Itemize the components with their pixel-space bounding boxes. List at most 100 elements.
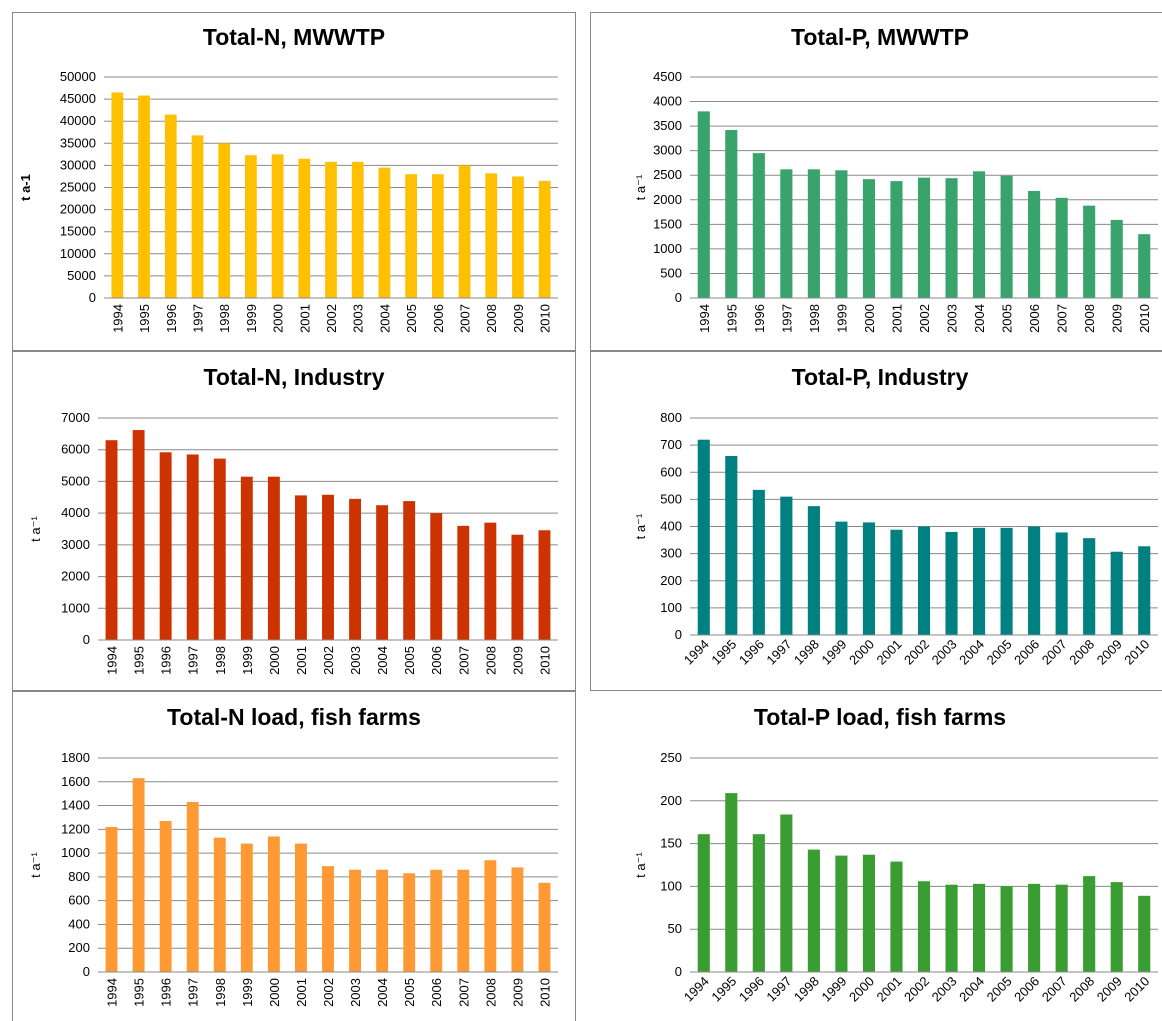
- bar: [111, 92, 124, 298]
- x-tick-label: 2000: [862, 304, 877, 333]
- x-tick-label: 2001: [294, 978, 309, 1007]
- bar: [511, 534, 524, 640]
- x-tick-label: 1998: [213, 646, 228, 675]
- bar: [945, 884, 958, 972]
- y-tick-label: 600: [660, 464, 682, 479]
- x-tick-label: 2007: [1039, 974, 1070, 1005]
- x-tick-label: 2005: [402, 646, 417, 675]
- x-tick-label: 1997: [763, 974, 794, 1005]
- x-tick-label: 2008: [1066, 974, 1097, 1005]
- x-tick-label: 2008: [1082, 304, 1097, 333]
- bar: [325, 161, 337, 298]
- x-tick-label: 2009: [1094, 974, 1125, 1005]
- y-tick-label: 800: [68, 869, 90, 884]
- y-tick-label: 5000: [61, 473, 90, 488]
- x-tick-label: 1998: [217, 304, 232, 333]
- bar: [403, 873, 416, 972]
- bar: [917, 177, 931, 298]
- bar: [405, 174, 417, 298]
- bar: [807, 506, 820, 635]
- y-tick-label: 1600: [61, 774, 90, 789]
- bar: [917, 881, 931, 972]
- x-tick-label: 1999: [818, 974, 849, 1005]
- chart-title: Total-P, MWWTP: [791, 24, 969, 50]
- bar: [1000, 175, 1013, 298]
- x-tick-label: 2004: [956, 974, 987, 1005]
- bar: [512, 176, 524, 298]
- x-tick-label: 2006: [1027, 304, 1042, 333]
- x-tick-label: 2007: [456, 978, 471, 1007]
- x-tick-label: 1994: [105, 978, 120, 1007]
- y-tick-label: 2000: [653, 192, 682, 207]
- bar: [780, 814, 793, 972]
- x-tick-label: 2000: [271, 304, 286, 333]
- y-axis-label: t a⁻¹: [633, 852, 648, 878]
- bar: [159, 821, 172, 972]
- x-tick-label: 2006: [429, 978, 444, 1007]
- x-tick-label: 2001: [874, 637, 905, 668]
- y-tick-label: 500: [660, 491, 682, 506]
- y-tick-label: 1800: [61, 750, 90, 765]
- y-tick-label: 250: [660, 750, 682, 765]
- y-tick-label: 400: [68, 916, 90, 931]
- x-tick-label: 2002: [917, 304, 932, 333]
- y-tick-label: 4000: [61, 505, 90, 520]
- y-tick-label: 25000: [60, 180, 96, 195]
- x-tick-label: 2010: [1137, 304, 1152, 333]
- x-tick-label: 1996: [164, 304, 179, 333]
- chart-title: Total-N, Industry: [203, 364, 384, 390]
- y-tick-label: 6000: [61, 442, 90, 457]
- x-tick-label: 2009: [1094, 637, 1125, 668]
- bar: [1083, 205, 1096, 298]
- bar: [862, 522, 875, 635]
- x-tick-label: 2006: [431, 304, 446, 333]
- x-tick-label: 1994: [681, 637, 712, 668]
- bar: [1000, 527, 1013, 635]
- bar: [349, 869, 362, 972]
- bar: [376, 869, 389, 972]
- bar: [138, 95, 150, 299]
- bar: [1028, 883, 1041, 972]
- bar: [538, 180, 551, 298]
- bar: [697, 111, 710, 298]
- x-tick-label: 1998: [791, 637, 822, 668]
- bar: [105, 440, 118, 640]
- y-tick-label: 20000: [60, 202, 96, 217]
- x-tick-label: 2003: [929, 637, 960, 668]
- bar: [780, 169, 793, 298]
- bar: [376, 505, 389, 640]
- bar: [835, 170, 848, 298]
- x-tick-label: 2009: [510, 646, 525, 675]
- bar: [164, 114, 177, 298]
- bar: [1055, 884, 1068, 972]
- bar: [890, 181, 903, 298]
- x-tick-label: 2004: [377, 304, 392, 333]
- bar: [1028, 190, 1041, 298]
- x-tick-label: 2002: [901, 974, 932, 1005]
- bar: [725, 793, 738, 972]
- y-tick-label: 10000: [60, 246, 96, 261]
- x-tick-label: 1994: [105, 646, 120, 675]
- bar: [294, 495, 307, 640]
- bar: [511, 867, 524, 972]
- x-tick-label: 2000: [267, 646, 282, 675]
- bar: [752, 153, 765, 298]
- x-tick-label: 2004: [375, 646, 390, 675]
- x-tick-label: 1999: [240, 646, 255, 675]
- y-tick-label: 4000: [653, 94, 682, 109]
- bar: [1055, 532, 1068, 635]
- y-tick-label: 2500: [653, 167, 682, 182]
- y-axis-label: t a⁻¹: [28, 852, 43, 878]
- bar: [105, 826, 118, 972]
- chart-title: Total-P, Industry: [792, 364, 969, 390]
- y-tick-label: 1200: [61, 821, 90, 836]
- x-tick-label: 1997: [190, 304, 205, 333]
- y-tick-label: 1400: [61, 798, 90, 813]
- x-tick-label: 2003: [348, 646, 363, 675]
- bar: [240, 476, 253, 640]
- x-tick-label: 2007: [458, 304, 473, 333]
- y-tick-label: 200: [660, 573, 682, 588]
- y-tick-label: 40000: [60, 113, 96, 128]
- x-tick-label: 2003: [929, 974, 960, 1005]
- bar: [917, 526, 931, 635]
